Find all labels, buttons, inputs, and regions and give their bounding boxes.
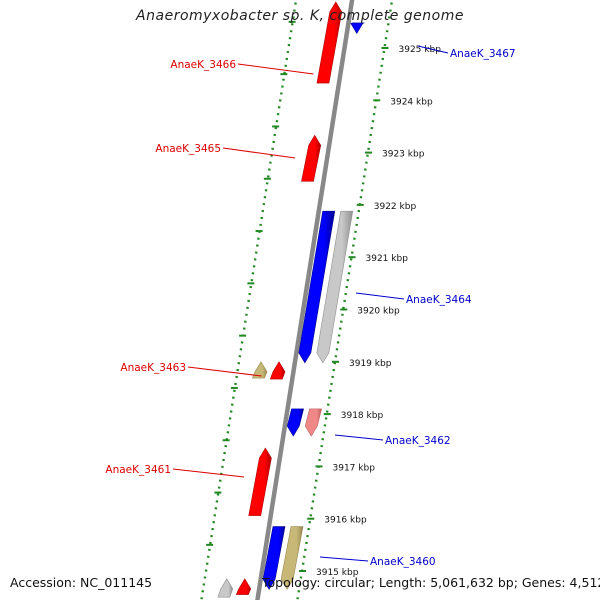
gene-label[interactable]: AnaeK_3461 (105, 464, 171, 476)
ruler-tick-label: 3918 kbp (341, 411, 384, 421)
gene-features (217, 1, 365, 598)
ruler-tick-label: 3917 kbp (333, 463, 376, 473)
gene-labels: AnaeK_3466 AnaeK_3465 AnaeK_3464 AnaeK_3463… (105, 45, 516, 568)
gene-label[interactable]: AnaeK_3462 (385, 435, 451, 447)
gene-anaek-3461[interactable] (248, 447, 272, 516)
gene-anaek-3465[interactable] (301, 134, 322, 182)
gene-label[interactable]: AnaeK_3465 (155, 143, 221, 155)
gene-label[interactable]: AnaeK_3466 (170, 59, 236, 71)
ruler-tick-label: 3919 kbp (349, 359, 392, 369)
gene-anaek-3466[interactable] (316, 1, 343, 84)
gene-anaek-3460[interactable] (262, 526, 286, 590)
gene-anaek-3467[interactable] (350, 22, 365, 34)
feature-segment[interactable] (217, 578, 234, 598)
map-title: Anaeromyxobacter sp. K, complete genome (136, 8, 464, 24)
ruler-ticks: 3925 kbp 3924 kbp 3923 kbp 3922 kbp 3921 kbp… (206, 20, 442, 578)
gene-label[interactable]: AnaeK_3460 (370, 556, 436, 568)
right-dotted-guide (295, 0, 394, 604)
gene-label[interactable]: AnaeK_3467 (450, 48, 516, 60)
feature-segment[interactable] (280, 526, 304, 590)
gene-anaek-3463[interactable] (269, 361, 286, 380)
ruler-tick-label: 3925 kbp (399, 45, 442, 55)
ruler-tick-label: 3915 kbp (316, 568, 359, 578)
feature-segment[interactable] (251, 361, 268, 379)
gene-anaek-3464[interactable] (298, 210, 336, 364)
left-dotted-guide (199, 0, 298, 604)
feature-segment[interactable] (316, 210, 354, 364)
dotted-guides (199, 0, 394, 604)
ruler-tick-label: 3921 kbp (366, 254, 409, 264)
genome-backbone (254, 0, 355, 604)
accession-text: Accession: NC_011145 (10, 575, 153, 590)
genome-summary-text: Topology: circular; Length: 5,061,632 bp… (262, 575, 600, 590)
gene-label[interactable]: AnaeK_3463 (120, 362, 186, 374)
gene-label[interactable]: AnaeK_3464 (406, 294, 472, 306)
feature-segment[interactable] (304, 408, 322, 437)
gene-anaek-3462[interactable] (286, 408, 304, 437)
ruler-tick-label: 3916 kbp (324, 516, 367, 526)
ruler-tick-label: 3920 kbp (357, 307, 400, 317)
feature-segment[interactable] (235, 578, 252, 595)
ruler-tick-label: 3924 kbp (390, 97, 433, 107)
ruler-tick-label: 3922 kbp (374, 202, 417, 212)
ruler-tick-label: 3923 kbp (382, 150, 425, 160)
